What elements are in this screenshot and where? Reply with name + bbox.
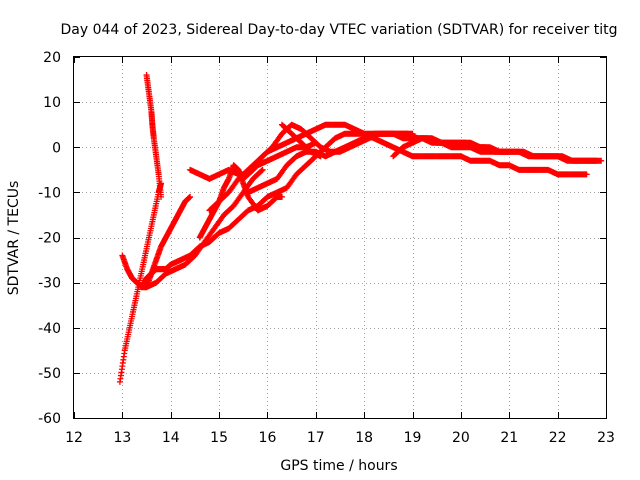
y-tick-label: -40 [38, 321, 61, 337]
y-tick-labels: -60 -50 -40 -30 -20 -10 0 10 20 [38, 50, 61, 427]
series-track-11 [278, 121, 324, 160]
series-track-9 [245, 130, 600, 196]
series-track-5 [143, 193, 194, 291]
y-tick-label: -60 [38, 411, 61, 427]
x-tick-label: 16 [259, 430, 277, 446]
x-tick-label: 13 [113, 430, 131, 446]
y-tick-label: 10 [43, 95, 61, 111]
series-track-2 [143, 72, 165, 200]
chart-title: Day 044 of 2023, Sidereal Day-to-day VTE… [61, 22, 618, 38]
data-point [259, 166, 266, 173]
x-tick-labels: 12 13 14 15 16 17 18 19 20 21 22 23 [65, 430, 615, 446]
x-tick-label: 21 [500, 430, 518, 446]
series-track-10 [196, 162, 285, 241]
y-tick-label: 20 [43, 50, 61, 66]
data-point [187, 193, 194, 200]
data-point [278, 193, 285, 200]
data-point [506, 148, 513, 155]
x-tick-label: 15 [210, 430, 228, 446]
y-tick-label: -30 [38, 276, 61, 292]
y-axis-label: SDTVAR / TECUs [6, 181, 22, 296]
x-tick-label: 20 [452, 430, 470, 446]
y-tick-label: -50 [38, 366, 61, 382]
series-track-12 [390, 135, 513, 160]
x-tick-label: 17 [307, 430, 325, 446]
axis-ticks [74, 57, 607, 419]
data-point [158, 193, 165, 200]
data-point [583, 171, 590, 178]
x-tick-label: 23 [597, 430, 615, 446]
x-tick-label: 22 [549, 430, 567, 446]
x-tick-label: 12 [65, 430, 83, 446]
x-tick-label: 18 [355, 430, 373, 446]
data-point [593, 157, 600, 164]
data-point [317, 153, 324, 160]
y-tick-label: -20 [38, 231, 61, 247]
x-tick-label: 14 [162, 430, 180, 446]
y-tick-label: 0 [52, 140, 61, 156]
x-axis-label: GPS time / hours [280, 458, 397, 474]
plot-frame [73, 56, 607, 419]
data-points [116, 72, 605, 385]
x-tick-label: 19 [404, 430, 422, 446]
data-point [258, 167, 265, 174]
y-tick-label: -10 [38, 185, 61, 201]
